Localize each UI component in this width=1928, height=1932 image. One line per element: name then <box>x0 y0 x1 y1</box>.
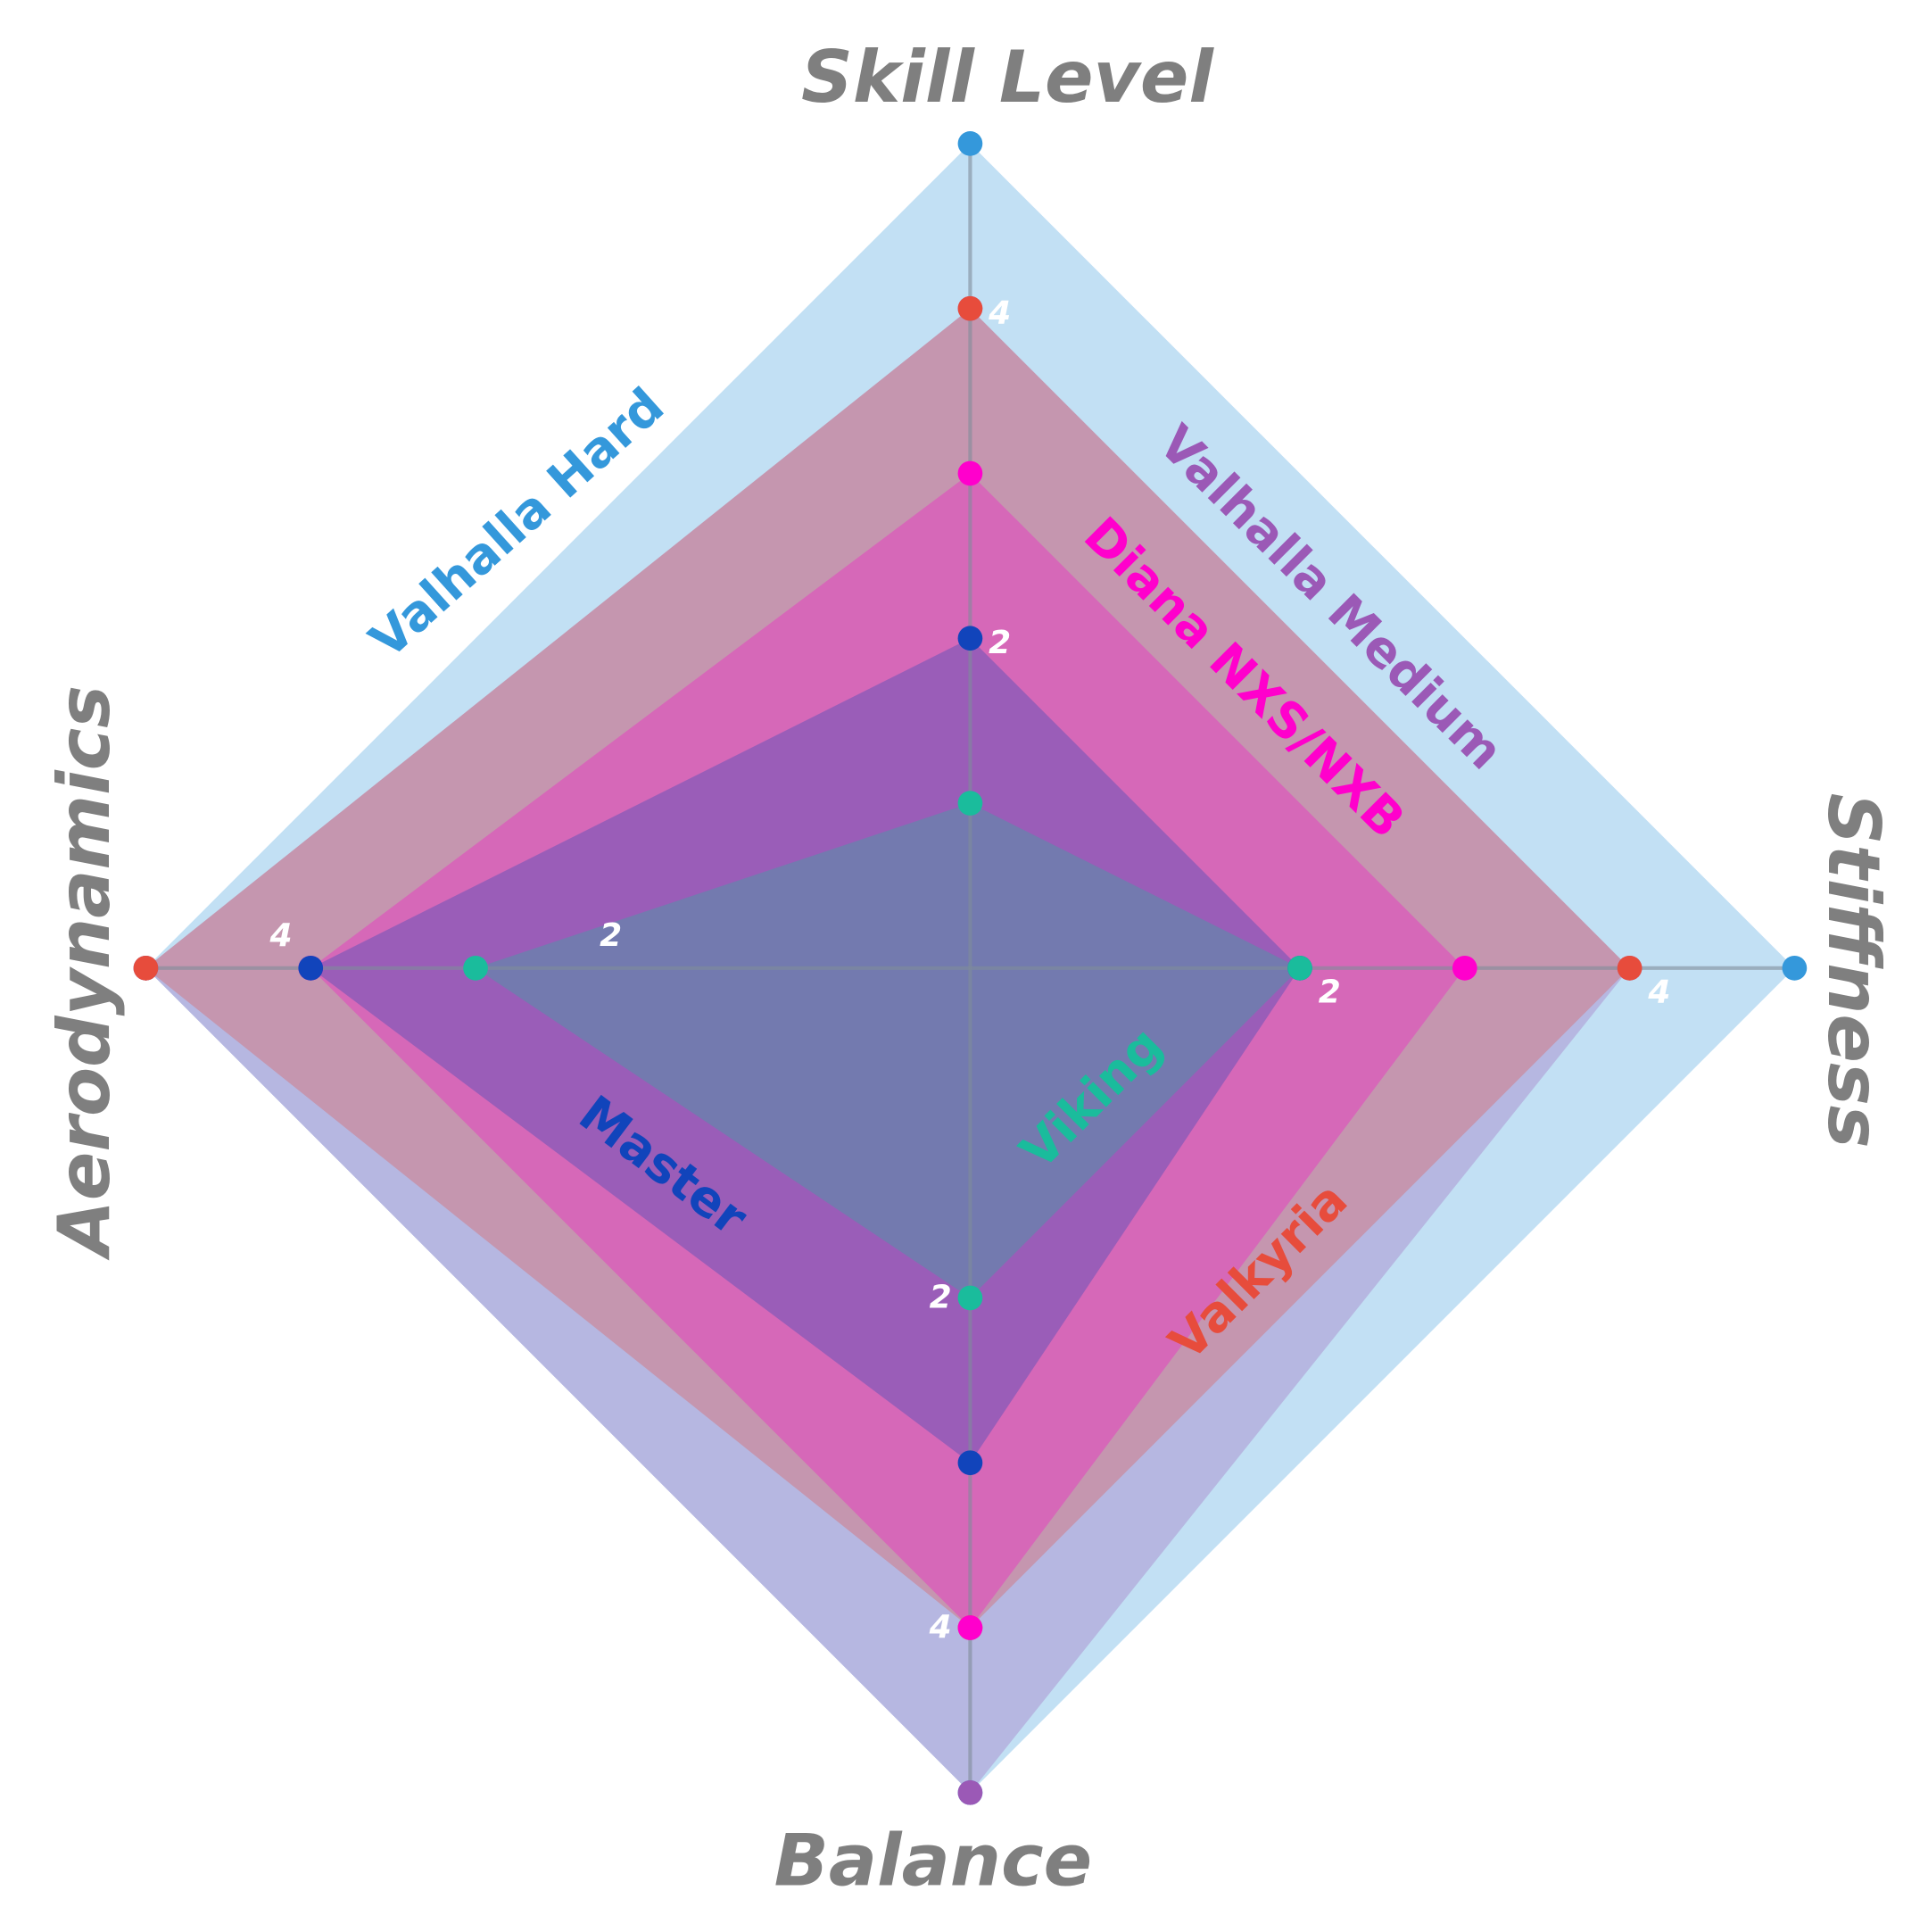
data-point-master-balance[interactable] <box>957 1450 983 1476</box>
data-point-valkyria-aerodynamics[interactable] <box>133 955 159 981</box>
axis-label-skill-level: Skill Level <box>801 35 1214 119</box>
tick-label-aerodynamics-4: 4 <box>269 917 292 954</box>
series-area-valhalla-medium <box>145 308 1630 1793</box>
series-area-viking <box>476 803 1301 1298</box>
series-area-master <box>310 638 1301 1464</box>
data-point-viking-aerodynamics[interactable] <box>463 955 488 981</box>
data-point-valhalla-hard-skill-level[interactable] <box>957 131 983 156</box>
data-point-valkyria-stiffness[interactable] <box>1617 955 1643 981</box>
data-point-diana-nxs-nxb-stiffness[interactable] <box>1452 955 1477 981</box>
tick-label-stiffness-4: 4 <box>1647 974 1670 1011</box>
axis-label-aerodynamics: Aerodynamics <box>42 685 126 1261</box>
tick-label-skill-level-2: 2 <box>989 625 1011 661</box>
data-point-diana-nxs-nxb-balance[interactable] <box>957 1615 983 1640</box>
data-point-viking-stiffness[interactable] <box>1287 955 1312 981</box>
data-point-viking-skill-level[interactable] <box>957 791 983 816</box>
tick-label-balance-2: 2 <box>930 1280 952 1316</box>
data-point-valhalla-hard-stiffness[interactable] <box>1782 955 1808 981</box>
data-point-master-aerodynamics[interactable] <box>298 955 324 981</box>
data-point-valkyria-skill-level[interactable] <box>957 295 983 321</box>
data-point-master-skill-level[interactable] <box>957 626 983 651</box>
tick-label-skill-level-4: 4 <box>988 294 1011 331</box>
axis-label-stiffness: Stiffness <box>1812 793 1896 1148</box>
data-point-viking-balance[interactable] <box>957 1285 983 1311</box>
data-point-valhalla-medium-balance[interactable] <box>957 1779 983 1805</box>
axis-label-balance: Balance <box>774 1819 1092 1903</box>
tick-label-aerodynamics-2: 2 <box>600 917 622 954</box>
series-area-diana-nxs-nxb <box>310 473 1465 1629</box>
tick-label-balance-4: 4 <box>929 1609 952 1646</box>
data-point-diana-nxs-nxb-skill-level[interactable] <box>957 460 983 486</box>
tick-label-stiffness-2: 2 <box>1319 974 1341 1011</box>
